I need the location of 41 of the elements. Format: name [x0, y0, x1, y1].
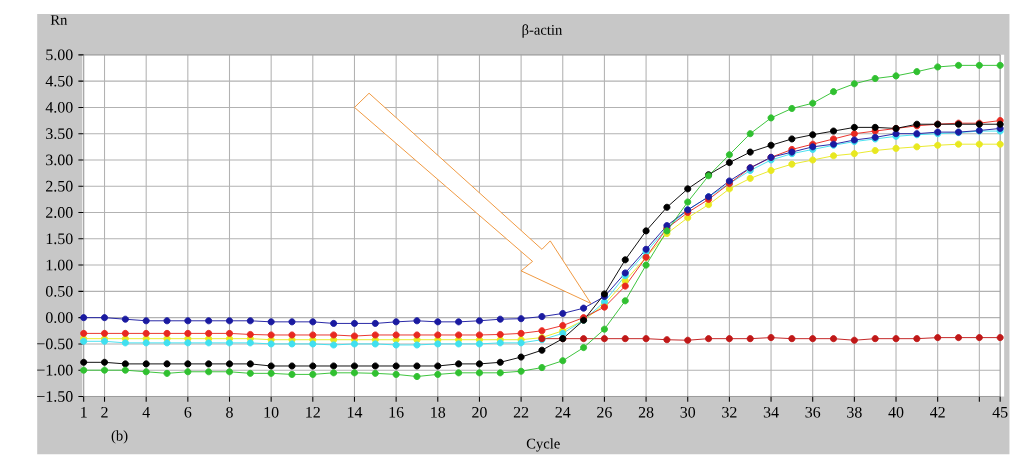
x-tick-label: 22 [513, 406, 529, 418]
chart-title: β-actin [522, 24, 563, 38]
y-tick-label: 0.00 [45, 311, 73, 323]
x-tick-label: 1 [81, 406, 87, 418]
x-tick-label: 40 [888, 406, 904, 418]
x-tick-label: 45 [992, 406, 1008, 418]
y-tick-label: 3.00 [46, 154, 73, 166]
y-tick-label: 1.50 [46, 233, 73, 244]
y-tick-label: 5.00 [46, 49, 73, 61]
x-tick-label: 8 [226, 406, 233, 418]
y-tick-label: 4.50 [45, 75, 73, 87]
y-tick-label: 2.50 [46, 180, 73, 192]
x-tick-label: 26 [597, 406, 612, 418]
text: (b) [111, 430, 128, 444]
y-tick-label: −1.50 [37, 390, 73, 402]
x-tick-label: 32 [722, 406, 737, 418]
y-tick-label: 2.00 [46, 206, 73, 218]
y-tick-label: 1.00 [46, 259, 73, 271]
y-tick-label: −0.50 [37, 338, 73, 350]
x-tick-label: 12 [306, 406, 320, 418]
x-tick-label: 38 [847, 406, 862, 418]
x-tick-label: 24 [555, 406, 571, 418]
x-tick-label: 36 [805, 406, 821, 418]
y-tick-label: 4.00 [45, 101, 73, 113]
x-tick-label: 34 [763, 406, 779, 418]
x-tick-label: 42 [930, 406, 945, 418]
y-tick-label: −1.00 [37, 364, 73, 376]
x-tick-label: 28 [638, 406, 654, 418]
x-axis-title: Cycle [526, 438, 560, 452]
x-tick-label: 20 [472, 406, 487, 418]
x-tick-label: 6 [184, 406, 192, 418]
x-tick-label: 16 [389, 406, 404, 418]
y-axis-title: Rn [50, 14, 68, 25]
x-tick-label: 10 [264, 406, 279, 418]
y-tick-label: 3.50 [46, 128, 73, 139]
x-tick-label: 4 [142, 406, 150, 418]
x-tick-label: 14 [347, 406, 363, 418]
y-tick-label: 0.50 [45, 285, 73, 297]
x-tick-label: 30 [680, 406, 696, 418]
x-tick-label: 2 [101, 406, 108, 418]
x-tick-label: 18 [431, 406, 446, 418]
